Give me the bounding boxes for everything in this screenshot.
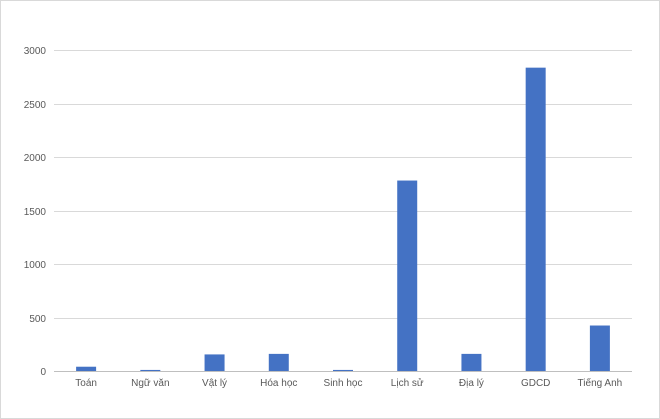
x-tick-label: Toán bbox=[75, 378, 97, 389]
y-tick-label: 0 bbox=[40, 367, 46, 378]
x-tick-label: Ngữ văn bbox=[131, 378, 169, 389]
x-tick-label: Địa lý bbox=[459, 378, 484, 389]
bar bbox=[204, 354, 225, 371]
y-tick-label: 500 bbox=[29, 314, 46, 325]
x-axis-tick-labels: Toán Ngữ văn Vật lý Hóa học Sinh học Lịch sử Đ… bbox=[75, 377, 622, 389]
bar bbox=[76, 366, 97, 371]
x-tick-label: Lịch sử bbox=[391, 377, 424, 389]
y-tick-label: 2000 bbox=[24, 153, 47, 164]
y-tick-label: 3000 bbox=[24, 46, 47, 57]
bar bbox=[525, 67, 546, 371]
y-tick-label: 1500 bbox=[24, 207, 47, 218]
bar bbox=[461, 353, 482, 371]
bar bbox=[397, 180, 418, 371]
bar bbox=[140, 369, 161, 371]
x-tick-label: GDCD bbox=[521, 378, 550, 389]
y-axis-tick-labels: 0 500 1000 1500 2000 2500 3000 bbox=[24, 46, 47, 378]
y-tick-label: 2500 bbox=[24, 100, 47, 111]
x-tick-label: Hóa học bbox=[260, 378, 297, 389]
bar bbox=[333, 369, 353, 371]
x-tick-label: Sinh học bbox=[324, 378, 363, 389]
bars bbox=[76, 67, 610, 371]
bar bbox=[268, 353, 289, 371]
x-tick-label: Vật lý bbox=[202, 378, 227, 389]
y-tick-label: 1000 bbox=[24, 260, 47, 271]
x-tick-label: Tiếng Anh bbox=[578, 377, 623, 389]
bar bbox=[589, 325, 610, 371]
